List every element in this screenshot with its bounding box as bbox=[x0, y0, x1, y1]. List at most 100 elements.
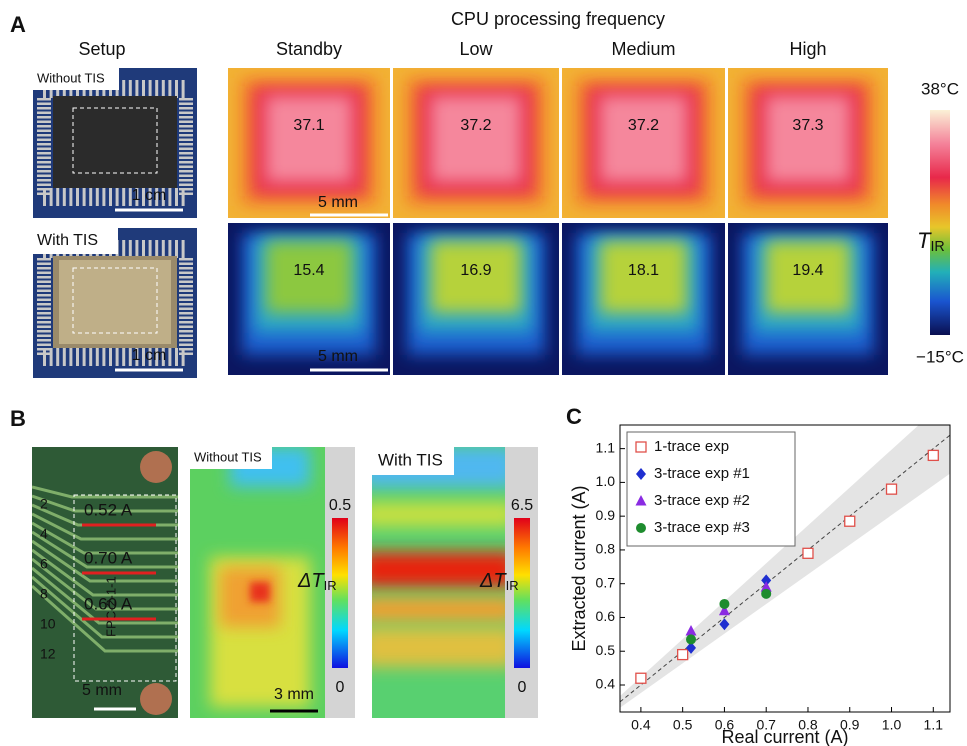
data-point bbox=[685, 624, 697, 636]
colorbar bbox=[514, 518, 530, 668]
screw bbox=[140, 451, 172, 483]
photo: With TIS 1 cm bbox=[33, 228, 197, 378]
trace-number: 10 bbox=[40, 616, 56, 632]
pin bbox=[161, 188, 165, 206]
pin bbox=[179, 294, 193, 297]
pin bbox=[179, 111, 193, 114]
band bbox=[372, 502, 505, 527]
outline bbox=[72, 107, 158, 174]
data-point bbox=[677, 648, 689, 661]
pin bbox=[135, 240, 139, 258]
legend-marker bbox=[635, 495, 647, 506]
pin bbox=[179, 147, 193, 150]
data-point bbox=[885, 483, 898, 495]
y-axis-label: Extracted current (A) bbox=[569, 485, 589, 651]
colorbar-max: 6.5 bbox=[511, 497, 533, 514]
pin bbox=[128, 348, 132, 366]
legend-label: 3-trace exp #2 bbox=[654, 492, 750, 509]
heat-map: With TIS bbox=[372, 447, 505, 718]
screw bbox=[140, 683, 172, 715]
subscript: IR bbox=[930, 239, 944, 255]
thermal-image: 16.9 bbox=[393, 223, 559, 375]
y-tick-label: 0.5 bbox=[596, 642, 616, 658]
pin bbox=[175, 348, 178, 366]
pin bbox=[179, 125, 193, 128]
pin bbox=[179, 280, 193, 283]
trace bbox=[32, 539, 178, 583]
band bbox=[372, 627, 505, 667]
pin bbox=[148, 240, 152, 258]
pin bbox=[37, 303, 51, 306]
label-bg bbox=[190, 447, 272, 469]
pin bbox=[62, 348, 66, 366]
pin bbox=[161, 80, 165, 98]
core bbox=[431, 241, 521, 313]
pin bbox=[37, 294, 51, 297]
data-point bbox=[761, 588, 772, 599]
reference-line bbox=[620, 434, 950, 703]
pin bbox=[37, 174, 51, 177]
map-label: With TIS bbox=[378, 450, 443, 469]
pin bbox=[89, 348, 93, 366]
scale-bar-label: 3 mm bbox=[274, 686, 314, 703]
label-bg bbox=[33, 68, 119, 90]
pin bbox=[89, 188, 93, 206]
pin bbox=[179, 289, 193, 292]
legend-marker bbox=[635, 441, 647, 453]
pin bbox=[102, 188, 106, 206]
data-point bbox=[686, 641, 697, 654]
pin bbox=[37, 321, 51, 324]
x-tick-label: 0.6 bbox=[715, 717, 735, 733]
pin bbox=[179, 179, 193, 182]
data-point bbox=[719, 618, 730, 631]
pin bbox=[37, 352, 51, 355]
legend-marker bbox=[636, 468, 646, 480]
pin bbox=[179, 102, 193, 105]
thermal-image: 37.1 5 mm bbox=[228, 68, 390, 218]
legend-marker bbox=[636, 523, 646, 533]
pin bbox=[62, 188, 66, 206]
trace bbox=[32, 530, 178, 569]
pin bbox=[175, 80, 178, 98]
data-point bbox=[760, 581, 772, 592]
data-point bbox=[719, 598, 730, 609]
pin bbox=[179, 138, 193, 141]
core bbox=[600, 241, 687, 313]
pin bbox=[122, 240, 126, 258]
data-point bbox=[718, 604, 730, 616]
pin bbox=[37, 289, 51, 292]
pin bbox=[168, 348, 172, 366]
pin bbox=[179, 276, 193, 279]
trace bbox=[32, 512, 178, 541]
y-tick-label: 1.0 bbox=[596, 473, 616, 489]
pin bbox=[37, 102, 51, 105]
column-header: High bbox=[789, 39, 826, 59]
confidence-band bbox=[620, 425, 950, 708]
pin bbox=[179, 174, 193, 177]
trace-number: 12 bbox=[40, 646, 56, 662]
x-tick-label: 0.4 bbox=[631, 717, 651, 733]
pin bbox=[37, 298, 51, 301]
photo-label: Without TIS bbox=[37, 70, 105, 85]
current-label: 0.70 A bbox=[84, 548, 133, 567]
pin bbox=[122, 188, 126, 206]
value-label: 37.1 bbox=[293, 117, 324, 134]
core bbox=[766, 96, 850, 182]
pin bbox=[179, 116, 193, 119]
trace bbox=[32, 575, 178, 639]
pin bbox=[175, 240, 178, 258]
pin bbox=[37, 165, 51, 168]
value-label: 15.4 bbox=[293, 262, 324, 279]
pin bbox=[179, 316, 193, 319]
pin bbox=[37, 330, 51, 333]
panel-label: C bbox=[566, 404, 582, 429]
trace bbox=[32, 584, 178, 653]
pin bbox=[37, 262, 51, 265]
pin bbox=[179, 285, 193, 288]
y-tick-label: 0.7 bbox=[596, 574, 616, 590]
data-point bbox=[844, 515, 856, 527]
data-point bbox=[686, 634, 697, 645]
pin bbox=[37, 334, 51, 337]
pin bbox=[179, 107, 193, 110]
